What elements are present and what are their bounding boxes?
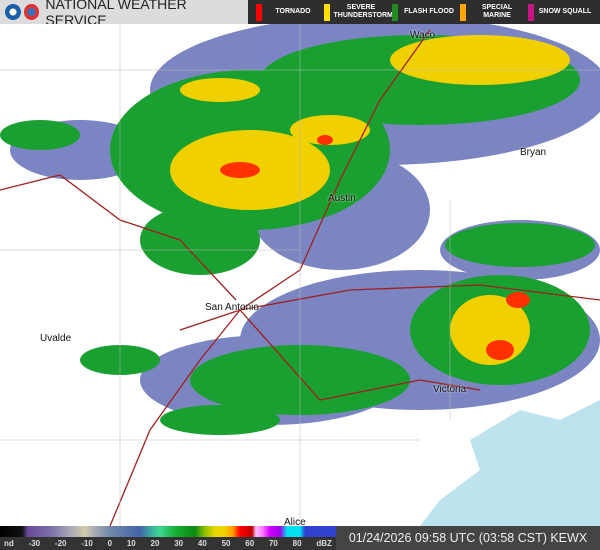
colorbar-tick: 30: [174, 539, 184, 548]
gulf-water: [420, 400, 600, 526]
colorbar-tick: -30: [28, 539, 41, 548]
city-label: Victoria: [433, 384, 467, 395]
colorbar-tick: 10: [126, 539, 136, 548]
warning-swatch: [255, 3, 262, 21]
colorbar-tick: 0: [107, 539, 113, 548]
colorbar-tick: dBZ: [316, 539, 332, 548]
colorbar-tick: 80: [292, 539, 302, 548]
city-label: San Antonio: [205, 302, 259, 313]
city-label: Bryan: [520, 147, 547, 158]
warning-key: TORNADO: [255, 3, 321, 21]
precip-intense: [220, 135, 530, 360]
warning-swatch: [527, 3, 534, 21]
colorbar-tick: nd: [4, 539, 14, 548]
city-label: Waco: [410, 30, 436, 41]
warning-key: SNOW SQUALL: [527, 3, 593, 21]
city-label: Austin: [328, 193, 356, 204]
warning-key: FLASH FLOOD: [391, 3, 457, 21]
timestamp: 01/24/2026 09:58 UTC (03:58 CST) KEWX: [336, 526, 600, 550]
county-lines: [0, 24, 600, 526]
warning-label: SPECIAL MARINE: [481, 4, 513, 19]
bay-water: [470, 410, 560, 470]
dbz-colorbar: nd -30 -20 -10 0 10 20 30 40 50 60 70 80 dBZ: [0, 526, 336, 550]
noaa-logo-icon: [5, 4, 21, 20]
warning-label: SNOW SQUALL: [538, 8, 592, 15]
warning-swatch: [323, 3, 330, 21]
warning-label: FLASH FLOOD: [404, 8, 454, 15]
colorbar-tick: 50: [221, 539, 231, 548]
colorbar-gradient: [0, 526, 336, 537]
warning-legend: TORNADO SEVERE THUNDERSTORM FLASH FLOOD SPE…: [248, 0, 600, 24]
city-label: Alice: [284, 517, 306, 528]
radar-map[interactable]: [0, 24, 600, 526]
colorbar-tick: -20: [54, 539, 67, 548]
city-label: Uvalde: [40, 333, 72, 344]
nws-logo-icon: [23, 4, 40, 20]
warning-key: SPECIAL MARINE: [459, 3, 525, 21]
warning-label: TORNADO: [275, 8, 311, 15]
header: NATIONAL WEATHER SERVICE TORNADO SEVERE T…: [0, 0, 600, 28]
colorbar-tick: 40: [197, 539, 207, 548]
colorbar-tick: 70: [268, 539, 278, 548]
colorbar-tick: 60: [245, 539, 255, 548]
warning-swatch: [459, 3, 466, 21]
warning-label: SEVERE THUNDERSTORM: [333, 4, 393, 19]
warning-key: SEVERE THUNDERSTORM: [323, 3, 393, 21]
precip-heavy: [170, 35, 570, 365]
colorbar-tick: 20: [150, 539, 160, 548]
colorbar-tick: -10: [81, 539, 93, 548]
warning-swatch: [391, 3, 398, 21]
